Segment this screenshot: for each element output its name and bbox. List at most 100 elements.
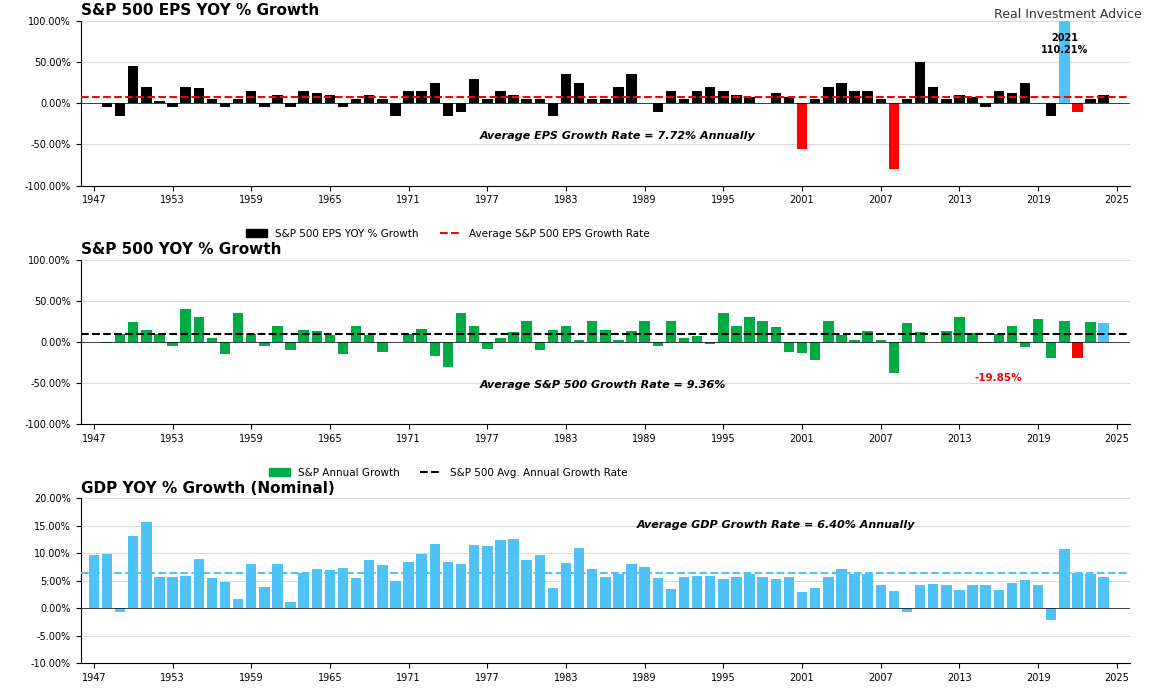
Bar xyxy=(155,577,165,608)
Bar xyxy=(101,103,112,107)
Bar xyxy=(679,338,689,342)
Bar xyxy=(587,99,597,103)
Bar xyxy=(233,599,243,608)
Bar xyxy=(167,577,178,608)
Bar xyxy=(704,342,716,343)
Bar xyxy=(967,585,978,608)
Bar xyxy=(1019,82,1031,103)
Bar xyxy=(980,585,990,608)
Text: Real Investment Advice: Real Investment Advice xyxy=(994,8,1141,21)
Bar xyxy=(535,342,545,350)
Bar xyxy=(574,82,585,103)
Bar xyxy=(797,103,807,149)
Bar xyxy=(206,578,217,608)
Bar xyxy=(1099,577,1109,608)
Bar xyxy=(299,91,309,103)
Bar xyxy=(443,342,453,366)
Bar xyxy=(311,569,322,608)
Bar xyxy=(535,555,545,608)
Bar xyxy=(390,581,401,608)
Bar xyxy=(1072,572,1083,608)
Bar xyxy=(994,590,1004,608)
Bar xyxy=(220,103,231,107)
Bar xyxy=(836,82,846,103)
Bar xyxy=(272,95,282,103)
Bar xyxy=(875,339,886,342)
Bar xyxy=(430,82,440,103)
Bar xyxy=(194,89,204,103)
Bar xyxy=(994,334,1004,342)
Bar xyxy=(377,342,387,352)
Text: Average S&P 500 Growth Rate = 9.36%: Average S&P 500 Growth Rate = 9.36% xyxy=(480,380,725,390)
Bar xyxy=(980,342,990,343)
Bar xyxy=(482,342,492,348)
Bar xyxy=(548,103,558,116)
Bar xyxy=(1046,103,1056,116)
Bar xyxy=(259,587,270,608)
Text: S&P 500 YOY % Growth: S&P 500 YOY % Growth xyxy=(81,242,281,257)
Bar xyxy=(101,554,112,608)
Bar xyxy=(180,309,191,342)
Bar xyxy=(338,342,348,354)
Bar xyxy=(665,91,676,103)
Bar xyxy=(259,342,270,346)
Bar xyxy=(600,577,611,608)
Bar xyxy=(560,75,571,103)
Bar xyxy=(889,103,899,169)
Bar xyxy=(521,322,532,342)
Bar xyxy=(299,329,309,342)
Bar xyxy=(364,336,375,342)
Bar xyxy=(1072,342,1083,359)
Bar xyxy=(850,574,860,608)
Bar xyxy=(626,75,636,103)
Bar xyxy=(914,585,926,608)
Bar xyxy=(574,549,585,608)
Bar xyxy=(902,608,912,611)
Bar xyxy=(325,570,336,608)
Bar xyxy=(115,103,126,116)
Bar xyxy=(180,87,191,103)
Bar xyxy=(653,578,663,608)
Bar xyxy=(285,602,296,608)
Bar xyxy=(626,564,636,608)
Bar xyxy=(285,342,296,350)
Bar xyxy=(914,332,926,342)
Bar xyxy=(351,578,361,608)
Bar xyxy=(1019,342,1031,347)
Bar xyxy=(115,608,126,612)
Bar xyxy=(797,593,807,608)
Text: -19.85%: -19.85% xyxy=(975,373,1023,383)
Bar xyxy=(220,342,231,355)
Text: S&P 500 EPS YOY % Growth: S&P 500 EPS YOY % Growth xyxy=(81,3,319,18)
Bar xyxy=(994,91,1004,103)
Bar xyxy=(770,94,781,103)
Bar xyxy=(955,95,965,103)
Bar xyxy=(731,95,741,103)
Bar xyxy=(1085,574,1095,608)
Bar xyxy=(155,101,165,103)
Bar xyxy=(364,560,375,608)
Bar xyxy=(560,563,571,608)
Bar xyxy=(836,570,846,608)
Bar xyxy=(495,338,506,342)
Bar xyxy=(390,103,401,116)
Bar xyxy=(613,87,624,103)
Bar xyxy=(692,91,702,103)
Bar xyxy=(194,318,204,342)
Bar xyxy=(718,579,729,608)
Bar xyxy=(404,91,414,103)
Bar xyxy=(823,577,834,608)
Bar xyxy=(665,589,676,608)
Bar xyxy=(548,588,558,608)
Bar xyxy=(560,325,571,342)
Bar xyxy=(469,325,480,342)
Bar xyxy=(653,103,663,112)
Bar xyxy=(1033,319,1043,342)
Legend: S&P Annual Growth, S&P 500 Avg. Annual Growth Rate: S&P Annual Growth, S&P 500 Avg. Annual G… xyxy=(264,463,632,482)
Bar xyxy=(469,79,480,103)
Bar xyxy=(1007,94,1017,103)
Bar xyxy=(1007,327,1017,342)
Bar xyxy=(311,332,322,342)
Bar xyxy=(955,318,965,342)
Bar xyxy=(430,342,440,356)
